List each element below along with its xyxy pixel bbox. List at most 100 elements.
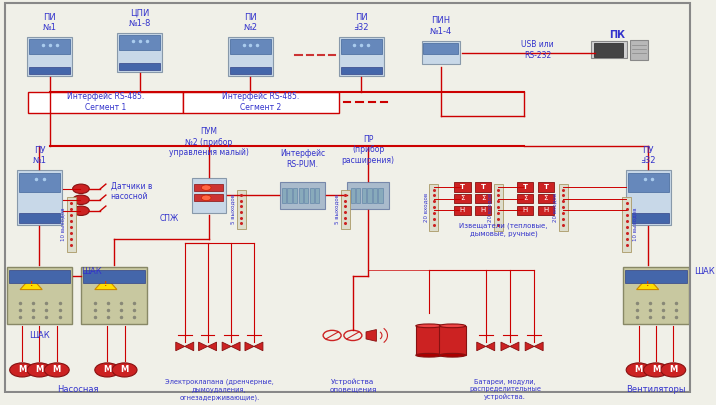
Polygon shape [208,342,216,351]
FancyBboxPatch shape [629,40,648,60]
FancyBboxPatch shape [341,190,350,229]
Ellipse shape [440,324,465,328]
Text: ПР
(прибор
расширения): ПР (прибор расширения) [342,135,395,165]
Text: T: T [460,184,465,190]
FancyBboxPatch shape [454,206,470,215]
Text: Электроклапана (дренчерные,
дымоудаления,
огнезадерживающие).: Электроклапана (дренчерные, дымоудаления… [165,379,274,401]
Text: !: ! [646,281,649,287]
FancyBboxPatch shape [19,213,60,223]
FancyBboxPatch shape [67,197,76,252]
FancyBboxPatch shape [475,194,491,203]
FancyBboxPatch shape [475,206,491,215]
Circle shape [112,363,137,377]
FancyBboxPatch shape [538,194,554,203]
FancyBboxPatch shape [430,184,438,231]
Text: 10 выходов: 10 выходов [633,207,638,241]
Text: 20 входов: 20 входов [488,193,493,222]
Circle shape [10,363,34,377]
Text: Σ: Σ [543,195,548,201]
FancyBboxPatch shape [237,190,246,229]
Polygon shape [637,277,659,290]
FancyBboxPatch shape [83,270,145,283]
FancyBboxPatch shape [454,194,470,203]
Text: USB или
RS-232: USB или RS-232 [521,40,554,60]
FancyBboxPatch shape [17,170,62,225]
Circle shape [27,363,52,377]
Text: 10 выходов: 10 выходов [60,207,65,241]
Text: M: M [52,365,61,375]
FancyBboxPatch shape [120,36,160,50]
FancyBboxPatch shape [282,188,286,203]
FancyBboxPatch shape [280,182,325,209]
FancyBboxPatch shape [628,213,669,223]
Text: Батареи, модули,
распределительные
устройства.: Батареи, модули, распределительные устро… [469,379,541,400]
Text: !: ! [29,281,33,287]
FancyBboxPatch shape [309,188,314,203]
FancyBboxPatch shape [538,206,554,215]
FancyBboxPatch shape [367,188,372,203]
Circle shape [72,206,90,215]
FancyBboxPatch shape [538,182,554,192]
FancyBboxPatch shape [120,63,160,70]
FancyBboxPatch shape [440,326,465,355]
FancyBboxPatch shape [230,67,271,74]
FancyBboxPatch shape [117,33,163,72]
Polygon shape [366,330,377,341]
Circle shape [644,363,669,377]
Text: ПУМ
№2 (прибор
управления малый): ПУМ №2 (прибор управления малый) [169,127,249,157]
FancyBboxPatch shape [517,194,533,203]
FancyBboxPatch shape [351,188,355,203]
FancyBboxPatch shape [9,270,70,283]
Text: Вентиляторы: Вентиляторы [626,385,686,394]
FancyBboxPatch shape [347,182,389,209]
Text: M: M [120,365,129,375]
Polygon shape [222,342,231,351]
Text: ШАК: ШАК [29,331,50,340]
FancyBboxPatch shape [19,173,60,192]
FancyBboxPatch shape [379,188,382,203]
Text: Датчики в
насосной: Датчики в насосной [111,182,152,201]
Text: Σ: Σ [523,195,528,201]
Text: Интерфейс RS-485.
Сегмент 1: Интерфейс RS-485. Сегмент 1 [67,92,144,112]
FancyBboxPatch shape [192,178,226,213]
FancyBboxPatch shape [558,184,568,231]
Text: Насосная: Насосная [57,385,98,394]
Text: Извещатели (тепловые,
дымовые, ручные): Извещатели (тепловые, дымовые, ручные) [460,223,548,237]
Circle shape [44,363,69,377]
FancyBboxPatch shape [594,43,624,57]
FancyBboxPatch shape [228,37,273,76]
FancyBboxPatch shape [622,197,632,252]
FancyBboxPatch shape [623,267,689,324]
FancyBboxPatch shape [341,39,382,54]
FancyBboxPatch shape [195,194,223,201]
Text: Устройства
оповещения: Устройства оповещения [329,379,377,392]
FancyBboxPatch shape [475,182,491,192]
FancyBboxPatch shape [422,40,460,64]
FancyBboxPatch shape [341,67,382,74]
Text: M: M [103,365,112,375]
Circle shape [95,363,120,377]
FancyBboxPatch shape [183,92,339,113]
Text: Σ: Σ [480,195,485,201]
Ellipse shape [416,324,442,328]
Polygon shape [477,342,485,351]
FancyBboxPatch shape [423,43,458,54]
Polygon shape [485,342,495,351]
Polygon shape [198,342,208,351]
Text: 5 выходов: 5 выходов [334,194,339,224]
Text: M: M [35,365,44,375]
FancyBboxPatch shape [625,270,687,283]
FancyBboxPatch shape [362,188,366,203]
Text: H: H [543,207,548,213]
Text: Интерфейс
RS-PUM.: Интерфейс RS-PUM. [280,149,325,169]
FancyBboxPatch shape [315,188,319,203]
FancyBboxPatch shape [626,170,671,225]
Polygon shape [175,342,185,351]
FancyBboxPatch shape [628,173,669,192]
Text: ПУ
Ⅎ32: ПУ Ⅎ32 [641,146,656,165]
Polygon shape [20,277,42,290]
FancyBboxPatch shape [517,182,533,192]
Circle shape [201,185,211,190]
Text: Интерфейс RS-485.
Сегмент 2: Интерфейс RS-485. Сегмент 2 [222,92,299,112]
FancyBboxPatch shape [299,188,303,203]
